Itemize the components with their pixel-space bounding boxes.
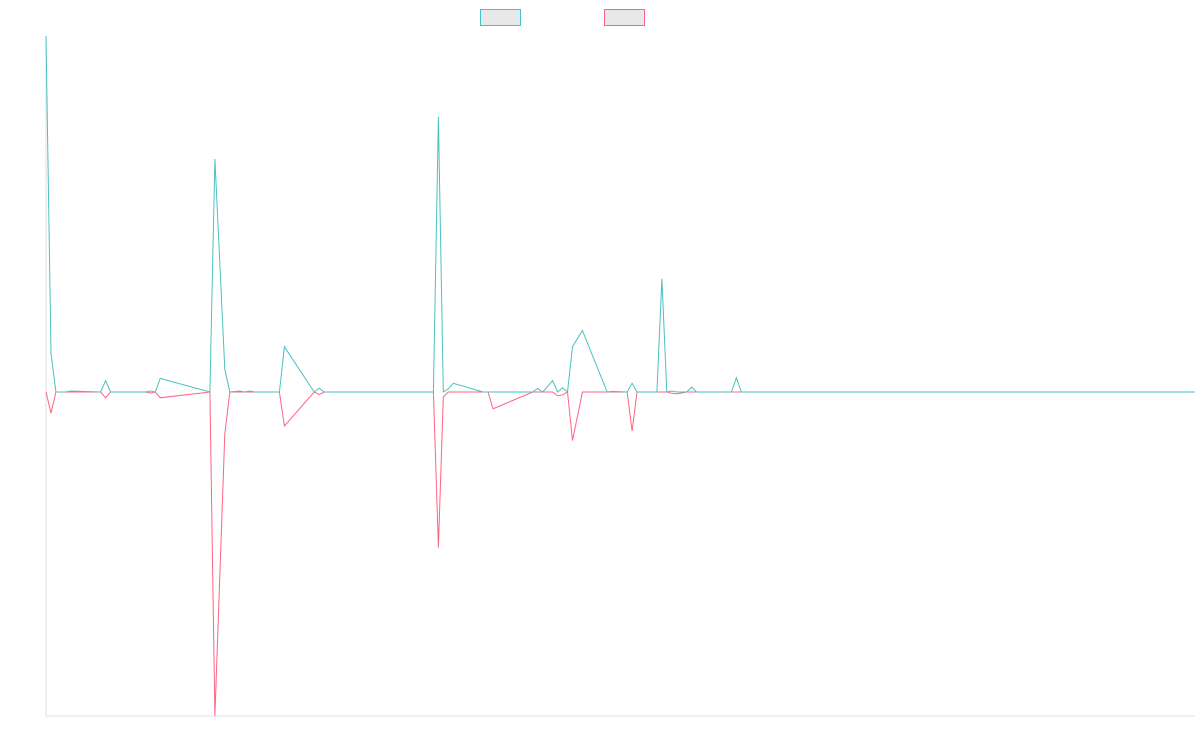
series-line-1	[45, 391, 1195, 717]
legend-item-1[interactable]	[604, 9, 645, 26]
series-line-0	[45, 35, 1195, 393]
legend[interactable]	[480, 9, 645, 26]
series-layer	[45, 35, 1195, 717]
legend-swatch[interactable]	[480, 9, 521, 26]
legend-swatch[interactable]	[604, 9, 645, 26]
legend-item-0[interactable]	[480, 9, 521, 26]
axes	[45, 36, 1195, 717]
